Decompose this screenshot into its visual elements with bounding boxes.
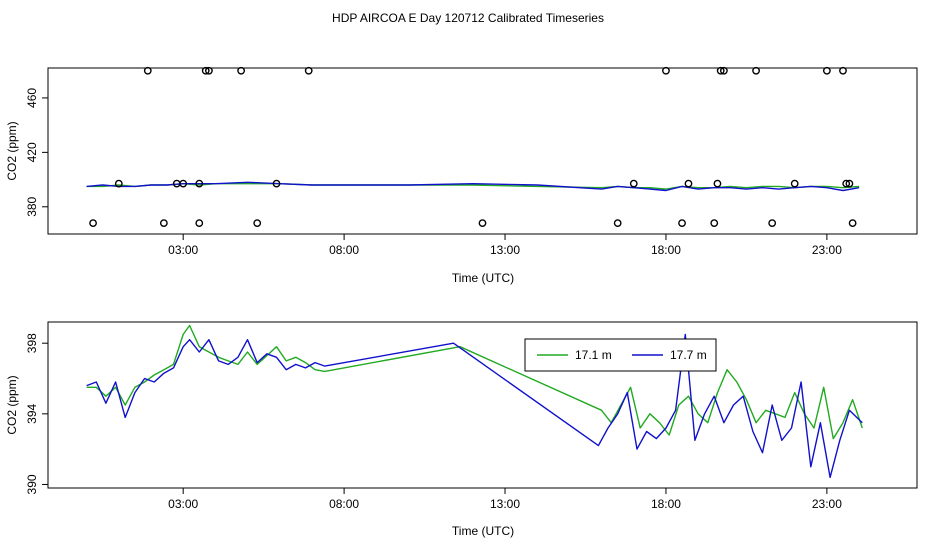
bottom-x-tick-label: 23:00 bbox=[812, 497, 842, 511]
top-outlier-point bbox=[201, 66, 210, 75]
top-outlier-point bbox=[822, 66, 831, 75]
legend-box bbox=[524, 338, 717, 372]
legend-label-17-1m: 17.1 m bbox=[575, 348, 612, 362]
top-outlier-point bbox=[613, 219, 622, 228]
top-outlier-point bbox=[205, 66, 213, 75]
bottom-x-tick-label: 08:00 bbox=[329, 497, 359, 511]
top-outlier-point bbox=[684, 179, 693, 188]
legend: 17.1 m 17.7 m bbox=[524, 338, 717, 372]
top-y-axis-label: CO2 (ppm) bbox=[5, 121, 19, 180]
top-x-tick-label: 23:00 bbox=[812, 243, 842, 257]
top-outlier-point bbox=[719, 66, 728, 75]
top-outlier-point bbox=[89, 219, 97, 228]
bottom-plot-frame bbox=[47, 321, 918, 489]
top-outlier-point bbox=[272, 179, 281, 188]
top-outlier-point bbox=[716, 66, 725, 75]
top-outlier-point bbox=[710, 219, 719, 228]
bottom-series-line-1 bbox=[86, 333, 863, 479]
top-y-tick-label: 380 bbox=[25, 196, 39, 216]
bottom-x-axis-label: Time (UTC) bbox=[452, 524, 514, 538]
bottom-panel: Time (UTC) CO2 (ppm) 03:00 08:00 13:00 18:0… bbox=[5, 321, 918, 538]
top-outlier-point bbox=[195, 179, 204, 188]
top-y-tick-label: 420 bbox=[25, 142, 39, 162]
top-outlier-point bbox=[179, 179, 188, 188]
top-plot-frame bbox=[47, 67, 918, 235]
top-outlier-point bbox=[790, 179, 799, 188]
top-outlier-point bbox=[752, 66, 760, 75]
legend-label-17-7m: 17.7 m bbox=[670, 348, 707, 362]
top-outlier-point bbox=[114, 179, 123, 188]
top-outlier-point bbox=[159, 219, 168, 228]
top-outlier-point bbox=[662, 66, 670, 75]
top-outlier-point bbox=[839, 66, 847, 75]
bottom-y-tick-label: 390 bbox=[25, 474, 39, 494]
bottom-series-line-0 bbox=[86, 324, 863, 440]
bottom-y-axis-label: CO2 (ppm) bbox=[5, 375, 19, 434]
top-outlier-point bbox=[848, 219, 857, 228]
top-outlier-point bbox=[253, 219, 262, 228]
top-outlier-point bbox=[842, 179, 851, 188]
bottom-x-tick-label: 03:00 bbox=[168, 497, 198, 511]
top-outlier-point bbox=[143, 66, 152, 75]
top-outlier-point bbox=[629, 179, 638, 188]
bottom-y-tick-label: 398 bbox=[25, 333, 39, 353]
bottom-x-tick-label: 18:00 bbox=[651, 497, 681, 511]
top-panel: Time (UTC) CO2 (ppm) 03:00 08:00 13:00 18:0… bbox=[5, 66, 918, 285]
figure-title: HDP AIRCOA E Day 120712 Calibrated Times… bbox=[332, 11, 604, 25]
bottom-y-tick-label: 394 bbox=[25, 403, 39, 423]
top-outlier-point bbox=[195, 219, 204, 228]
top-outlier-point bbox=[713, 179, 722, 188]
top-x-axis-label: Time (UTC) bbox=[452, 271, 514, 285]
top-y-tick-label: 460 bbox=[25, 88, 39, 108]
top-outlier-point bbox=[304, 66, 313, 75]
bottom-x-tick-label: 13:00 bbox=[490, 497, 520, 511]
top-outlier-point bbox=[478, 219, 487, 228]
top-outlier-point bbox=[768, 219, 777, 228]
top-x-tick-label: 13:00 bbox=[490, 243, 520, 257]
top-x-tick-label: 08:00 bbox=[329, 243, 359, 257]
top-series-line-1 bbox=[86, 181, 860, 192]
top-outlier-point bbox=[678, 219, 686, 228]
top-outlier-point bbox=[237, 66, 246, 75]
top-x-tick-label: 18:00 bbox=[651, 243, 681, 257]
top-x-tick-label: 03:00 bbox=[168, 243, 198, 257]
top-outlier-point bbox=[845, 179, 854, 188]
